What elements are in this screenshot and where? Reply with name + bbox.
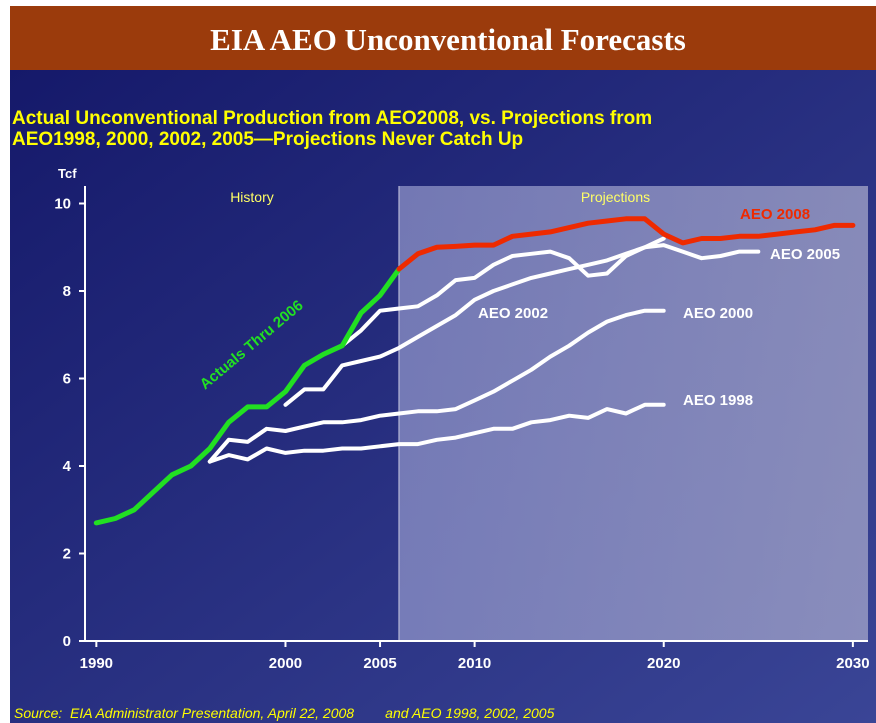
series-label: AEO 2008: [740, 206, 810, 223]
region-label: History: [230, 189, 274, 205]
y-axis-label: Tcf: [58, 166, 77, 181]
series-label: AEO 2000: [683, 305, 753, 322]
x-tick-label: 2030: [836, 655, 869, 672]
x-tick-label: 2005: [363, 655, 396, 672]
y-tick-label: 4: [63, 458, 72, 475]
projection-region: [398, 186, 868, 641]
chart-title: AEO1998, 2000, 2002, 2005—Projections Ne…: [12, 129, 523, 150]
y-tick-label: 6: [63, 371, 71, 388]
series-label: AEO 2002: [478, 305, 548, 322]
series-line: [207, 308, 666, 464]
series-label: AEO 1998: [683, 392, 753, 409]
x-tick-label: 1990: [80, 655, 113, 672]
series-label: AEO 2005: [770, 246, 840, 263]
plot: History Projections 0 2 4 6 8 10 1990 2000 2005 201…: [54, 186, 870, 672]
series-line: [283, 236, 666, 407]
series-line: [396, 216, 856, 272]
y-tick-label: 0: [63, 633, 71, 650]
x-tick-label: 2000: [269, 655, 302, 672]
y-tick-label: 8: [63, 283, 71, 300]
series-line: [340, 243, 761, 348]
y-tick-label: 10: [54, 196, 71, 213]
source: Source: EIA Administrator Presentation, …: [14, 705, 555, 721]
title-bar: [10, 6, 876, 70]
x-tick-label: 2020: [647, 655, 680, 672]
series-line: [93, 266, 402, 526]
page-title: EIA AEO Unconventional Forecasts: [210, 22, 686, 57]
y-tick-label: 2: [63, 546, 71, 563]
x-tick-label: 2010: [458, 655, 491, 672]
series-line: [207, 402, 666, 464]
region-label: Projections: [581, 189, 650, 205]
chart-title: Actual Unconventional Production from AE…: [12, 108, 652, 129]
